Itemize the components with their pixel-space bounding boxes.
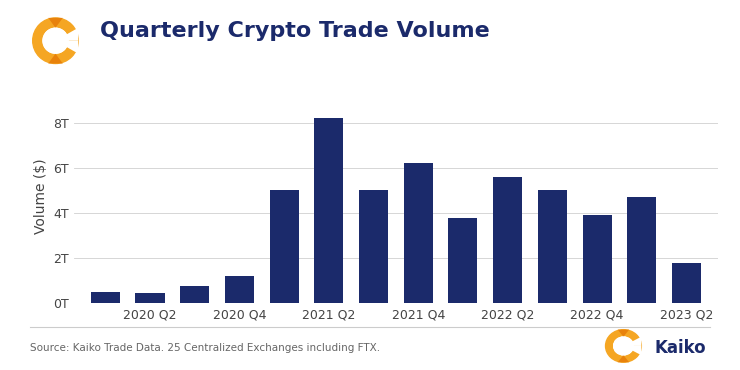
Text: Source: Kaiko Trade Data. 25 Centralized Exchanges including FTX.: Source: Kaiko Trade Data. 25 Centralized… — [30, 343, 380, 353]
Bar — [135, 293, 164, 303]
Polygon shape — [618, 330, 629, 337]
Polygon shape — [623, 346, 642, 355]
Circle shape — [613, 337, 633, 355]
Circle shape — [43, 28, 68, 53]
Circle shape — [605, 330, 642, 362]
Polygon shape — [56, 28, 78, 41]
Bar — [448, 218, 477, 303]
Polygon shape — [48, 54, 63, 64]
Polygon shape — [623, 337, 642, 346]
Bar — [672, 263, 701, 303]
Text: Quarterly Crypto Trade Volume: Quarterly Crypto Trade Volume — [100, 21, 490, 41]
Bar — [359, 191, 388, 303]
Text: Kaiko: Kaiko — [655, 339, 707, 357]
Bar — [91, 292, 120, 303]
Bar — [314, 118, 343, 303]
Bar — [582, 215, 612, 303]
Polygon shape — [48, 18, 63, 28]
Bar — [180, 286, 209, 303]
Circle shape — [43, 28, 68, 53]
Polygon shape — [618, 355, 629, 362]
Bar — [628, 197, 656, 303]
Bar — [404, 163, 433, 303]
Y-axis label: Volume ($): Volume ($) — [34, 158, 48, 234]
Bar — [269, 191, 299, 303]
Bar — [225, 276, 254, 303]
Circle shape — [33, 18, 78, 64]
Polygon shape — [56, 41, 78, 54]
Bar — [493, 177, 522, 303]
Circle shape — [613, 337, 633, 355]
Bar — [538, 191, 567, 303]
